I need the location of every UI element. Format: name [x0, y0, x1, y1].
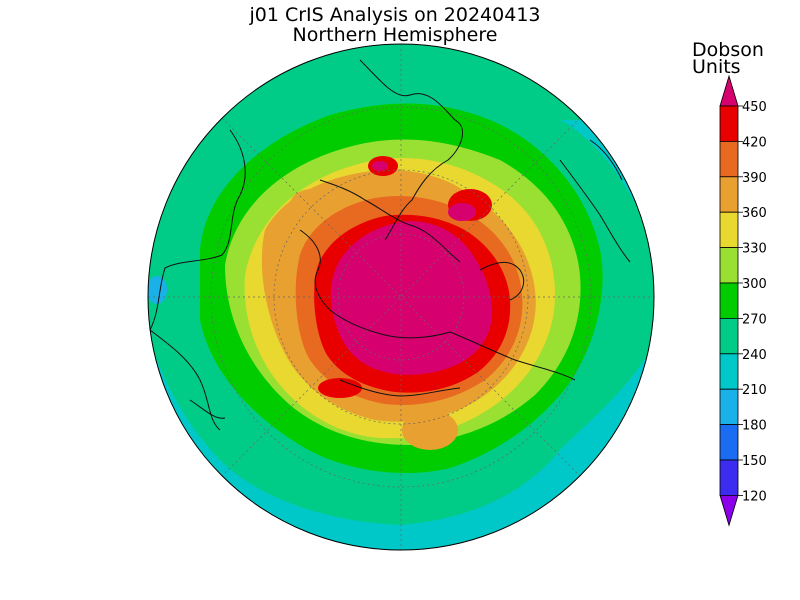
colorbar-swatch [719, 176, 739, 213]
colorbar-tick-label: 300 [742, 277, 767, 292]
map-title: j01 CrIS Analysis on 20240413 [249, 4, 541, 26]
graticule [148, 44, 654, 550]
colorbar-swatch [719, 211, 739, 248]
colorbar-swatch [719, 247, 739, 284]
map-subtitle: Northern Hemisphere [292, 24, 498, 46]
colorbar-tick-label: 270 [742, 312, 767, 327]
colorbar-swatches [719, 74, 739, 527]
colorbar-bottom-triangle [719, 495, 739, 527]
colorbar-swatch [719, 388, 739, 426]
colorbar: 450 420 390 360 330 300 270 240 210 180 150 120 [719, 74, 767, 527]
colorbar-tick-label: 120 [742, 489, 767, 504]
colorbar-labels: 450 420 390 360 330 300 270 240 210 180 150 120 [738, 100, 767, 504]
colorbar-swatch [719, 317, 739, 355]
colorbar-swatch [719, 353, 739, 390]
ozone-field [148, 44, 654, 550]
polar-ozone-map [147, 43, 655, 551]
colorbar-tick-label: 150 [742, 454, 767, 469]
colorbar-units-line1: Dobson [692, 39, 764, 61]
colorbar-swatch [719, 424, 739, 461]
colorbar-tick-label: 210 [742, 383, 767, 398]
colorbar-swatch [719, 141, 739, 178]
colorbar-top-triangle [719, 74, 739, 107]
colorbar-tick-label: 240 [742, 348, 767, 363]
hemisphere-boundary [147, 43, 655, 551]
colorbar-tick-label: 180 [742, 419, 767, 434]
colorbar-swatch [719, 282, 739, 319]
colorbar-tick-label: 390 [742, 171, 767, 186]
colorbar-tick-label: 420 [742, 135, 767, 150]
colorbar-tick-label: 450 [742, 100, 767, 115]
colorbar-swatch [719, 105, 739, 142]
colorbar-swatch [719, 459, 739, 496]
colorbar-tick-label: 330 [742, 242, 767, 257]
coastlines [149, 59, 631, 431]
colorbar-units-line2: Units [692, 56, 741, 78]
colorbar-tick-label: 360 [742, 206, 767, 221]
